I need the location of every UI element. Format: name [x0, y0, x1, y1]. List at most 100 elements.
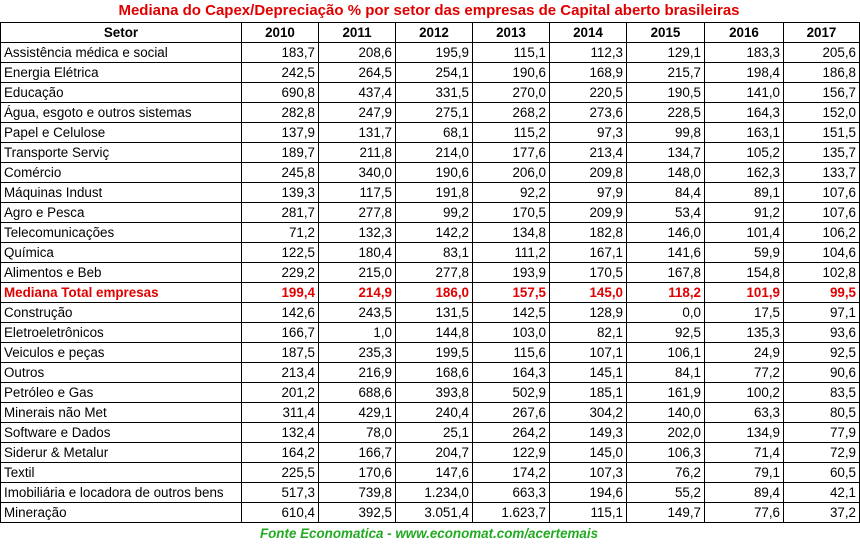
- value-cell: 107,1: [549, 342, 627, 363]
- source-note: Fonte Economatica - www.economat.com/ace…: [259, 526, 599, 541]
- value-cell: 311,4: [241, 402, 319, 423]
- value-cell: 79,1: [704, 462, 784, 483]
- sector-name-cell: Mineração: [0, 502, 242, 523]
- value-cell: 690,8: [241, 82, 319, 103]
- value-cell: 59,9: [704, 242, 784, 263]
- value-cell: 92,2: [472, 182, 550, 203]
- value-cell: 147,6: [395, 462, 473, 483]
- value-cell: 137,9: [241, 122, 319, 143]
- sector-name-cell: Software e Dados: [0, 422, 242, 443]
- value-cell: 216,9: [318, 362, 396, 383]
- value-cell: 0,0: [626, 302, 705, 323]
- table-row: Siderur & Metalur 164,2 166,7 204,7 122,9 145…: [0, 442, 860, 463]
- value-cell: 106,2: [783, 222, 860, 243]
- value-cell: 145,0: [549, 282, 627, 303]
- value-cell: 267,6: [472, 402, 550, 423]
- value-cell: 106,3: [626, 442, 705, 463]
- value-cell: 97,1: [783, 302, 860, 323]
- table-row-total: Mediana Total empresas 199,4 214,9 186,0 157…: [0, 282, 860, 303]
- value-cell: 145,0: [549, 442, 627, 463]
- column-header: 2011: [318, 22, 396, 43]
- table-row: Comércio 245,8 340,0 190,6 206,0 209,8 148,0 16…: [0, 162, 860, 183]
- value-cell: 135,7: [783, 142, 860, 163]
- value-cell: 502,9: [472, 382, 550, 403]
- value-cell: 164,3: [472, 362, 550, 383]
- value-cell: 517,3: [241, 482, 319, 503]
- value-cell: 1.623,7: [472, 502, 550, 523]
- value-cell: 144,8: [395, 322, 473, 343]
- table-row: Minerais não Met 311,4 429,1 240,4 267,6 304,…: [0, 402, 860, 423]
- sector-name-cell: Minerais não Met: [0, 402, 242, 423]
- value-cell: 167,1: [549, 242, 627, 263]
- value-cell: 193,9: [472, 262, 550, 283]
- value-cell: 245,8: [241, 162, 319, 183]
- sector-name-cell: Imobiliária e locadora de outros bens: [0, 482, 242, 503]
- value-cell: 688,6: [318, 382, 396, 403]
- value-cell: 131,7: [318, 122, 396, 143]
- value-cell: 277,8: [318, 202, 396, 223]
- value-cell: 180,4: [318, 242, 396, 263]
- value-cell: 186,8: [783, 62, 860, 83]
- sector-name-cell: Água, esgoto e outros sistemas: [0, 102, 242, 123]
- value-cell: 132,3: [318, 222, 396, 243]
- value-cell: 104,6: [783, 242, 860, 263]
- table-row: Papel e Celulose 137,9 131,7 68,1 115,2 97,3 9…: [0, 122, 860, 143]
- value-cell: 115,2: [472, 122, 550, 143]
- value-cell: 163,1: [704, 122, 784, 143]
- value-cell: 151,5: [783, 122, 860, 143]
- table-row: Outros 213,4 216,9 168,6 164,3 145,1 84,1 77,2 9…: [0, 362, 860, 383]
- value-cell: 166,7: [318, 442, 396, 463]
- sector-name-cell: Veiculos e peças: [0, 342, 242, 363]
- value-cell: 63,3: [704, 402, 784, 423]
- value-cell: 229,2: [241, 262, 319, 283]
- value-cell: 80,5: [783, 402, 860, 423]
- value-cell: 275,1: [395, 102, 473, 123]
- value-cell: 270,0: [472, 82, 550, 103]
- column-header: 2012: [395, 22, 473, 43]
- value-cell: 177,6: [472, 142, 550, 163]
- value-cell: 92,5: [626, 322, 705, 343]
- value-cell: 202,0: [626, 422, 705, 443]
- sector-name-cell: Mediana Total empresas: [0, 282, 242, 303]
- value-cell: 97,9: [549, 182, 627, 203]
- value-cell: 201,2: [241, 382, 319, 403]
- value-cell: 71,4: [704, 442, 784, 463]
- value-cell: 156,7: [783, 82, 860, 103]
- value-cell: 247,9: [318, 102, 396, 123]
- table-row: Mineração 610,4 392,5 3.051,4 1.623,7 115,1 14…: [0, 502, 860, 523]
- value-cell: 220,5: [549, 82, 627, 103]
- value-cell: 183,3: [704, 42, 784, 63]
- value-cell: 1,0: [318, 322, 396, 343]
- value-cell: 190,6: [472, 62, 550, 83]
- value-cell: 170,5: [549, 262, 627, 283]
- value-cell: 139,3: [241, 182, 319, 203]
- value-cell: 164,2: [241, 442, 319, 463]
- value-cell: 83,1: [395, 242, 473, 263]
- value-cell: 209,8: [549, 162, 627, 183]
- value-cell: 117,5: [318, 182, 396, 203]
- value-cell: 141,6: [626, 242, 705, 263]
- table-row: Química 122,5 180,4 83,1 111,2 167,1 141,6 59,9…: [0, 242, 860, 263]
- value-cell: 167,8: [626, 262, 705, 283]
- value-cell: 189,7: [241, 142, 319, 163]
- value-cell: 77,9: [783, 422, 860, 443]
- value-cell: 37,2: [783, 502, 860, 523]
- column-header: 2016: [704, 22, 784, 43]
- value-cell: 92,5: [783, 342, 860, 363]
- value-cell: 199,5: [395, 342, 473, 363]
- sector-name-cell: Alimentos e Beb: [0, 262, 242, 283]
- value-cell: 240,4: [395, 402, 473, 423]
- value-cell: 242,5: [241, 62, 319, 83]
- value-cell: 186,0: [395, 282, 473, 303]
- value-cell: 254,1: [395, 62, 473, 83]
- table-row: Educação 690,8 437,4 331,5 270,0 220,5 190,5 14…: [0, 82, 860, 103]
- value-cell: 146,0: [626, 222, 705, 243]
- value-cell: 53,4: [626, 202, 705, 223]
- table-row: Máquinas Indust 139,3 117,5 191,8 92,2 97,9 84…: [0, 182, 860, 203]
- sector-name-cell: Construção: [0, 302, 242, 323]
- value-cell: 76,2: [626, 462, 705, 483]
- value-cell: 77,2: [704, 362, 784, 383]
- table-row: Água, esgoto e outros sistemas 282,8 247,9…: [0, 102, 860, 123]
- sector-name-cell: Assistência médica e social: [0, 42, 242, 63]
